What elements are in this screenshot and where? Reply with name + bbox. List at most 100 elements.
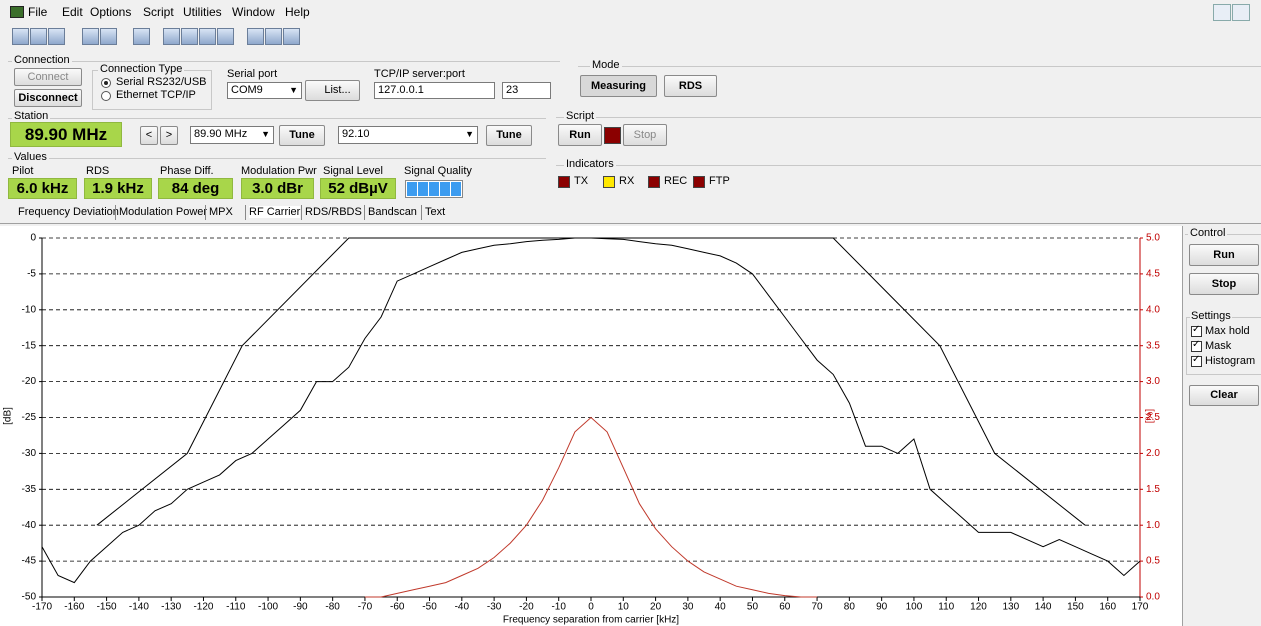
minimize[interactable] <box>1213 4 1231 21</box>
preset-select[interactable]: 89.90 MHz <box>190 126 274 144</box>
header-panel: File Edit Options Script Utilities Window Help… <box>0 0 1261 226</box>
tab[interactable]: Frequency Deviation <box>18 206 119 218</box>
x-tick-label: 0 <box>588 602 594 613</box>
tab[interactable]: Text <box>425 206 446 218</box>
indicator-lamp <box>603 176 615 188</box>
select-value: COM9 <box>231 84 263 96</box>
menu-item[interactable]: Window <box>232 5 275 19</box>
mode-button[interactable]: Measuring <box>580 75 657 97</box>
next-button[interactable]: > <box>160 126 178 145</box>
radio-label: Serial RS232/USB <box>116 76 207 88</box>
tab[interactable]: Bandscan <box>368 206 417 218</box>
toolbar-icon[interactable] <box>30 28 47 45</box>
value-label: Signal Level <box>323 165 383 177</box>
group-title: Values <box>12 151 49 163</box>
toolbar-icon[interactable] <box>217 28 234 45</box>
toolbar-icon[interactable] <box>100 28 117 45</box>
checkbox[interactable]: Histogram <box>1191 354 1256 367</box>
check-label: Mask <box>1205 340 1232 352</box>
value-label: Phase Diff. <box>160 165 214 177</box>
menu-item[interactable]: File <box>28 5 48 19</box>
port-input[interactable]: 23 <box>502 82 551 99</box>
check-label: Max hold <box>1205 325 1250 337</box>
control-panel: Control Run Stop Settings Max hold Mask Hi… <box>1182 226 1261 626</box>
toolbar-icon[interactable] <box>247 28 264 45</box>
manual-select[interactable]: 92.10 <box>338 126 478 144</box>
x-tick-label: -100 <box>258 602 278 613</box>
indicator-label: FTP <box>709 175 730 187</box>
y-tick-label: -40 <box>22 520 37 531</box>
x-tick-label: -60 <box>390 602 405 613</box>
x-tick-label: -130 <box>161 602 181 613</box>
toolbar-icon[interactable] <box>133 28 150 45</box>
tab-separator <box>364 205 365 220</box>
toolbar-icon[interactable] <box>163 28 180 45</box>
series-line <box>364 416 818 598</box>
x-tick-label: -30 <box>487 602 502 613</box>
tab[interactable]: MPX <box>209 206 233 218</box>
group-title: Indicators <box>564 158 616 170</box>
prev-button[interactable]: < <box>140 126 158 145</box>
toolbar-icon[interactable] <box>283 28 300 45</box>
x-tick-label: -110 <box>226 602 246 613</box>
label: Serial port <box>227 68 278 80</box>
radio[interactable] <box>101 78 111 88</box>
run-button[interactable]: Run <box>1189 244 1259 266</box>
y-tick-label: -15 <box>22 340 37 351</box>
tab-separator <box>301 205 302 220</box>
y-tick-label: -5 <box>27 269 36 280</box>
y2-tick-label: 1.5 <box>1146 484 1160 495</box>
check-label: Histogram <box>1205 355 1256 367</box>
run-button[interactable]: Run <box>558 124 602 146</box>
disconnect-button[interactable]: Disconnect <box>14 89 82 107</box>
x-tick-label: 100 <box>906 602 923 613</box>
group-title: Script <box>564 110 597 122</box>
tune-button[interactable]: Tune <box>279 125 325 146</box>
server-input[interactable]: 127.0.0.1 <box>374 82 495 99</box>
stop-button[interactable]: Stop <box>623 124 667 146</box>
check-box[interactable] <box>1191 324 1202 337</box>
check-box[interactable] <box>1191 354 1202 367</box>
y-tick-label: -10 <box>22 304 37 315</box>
toolbar-icon[interactable] <box>199 28 216 45</box>
toolbar-icon[interactable] <box>48 28 65 45</box>
toolbar-icon[interactable] <box>82 28 99 45</box>
x-tick-label: -150 <box>97 602 117 613</box>
list-button[interactable]: List... <box>305 80 360 101</box>
x-tick-label: 40 <box>715 602 727 613</box>
x-tick-label: 140 <box>1035 602 1052 613</box>
y2-tick-label: 0.5 <box>1146 556 1160 567</box>
toolbar-icon[interactable] <box>181 28 198 45</box>
menu-item[interactable]: Options <box>90 5 132 19</box>
x-tick-label: 170 <box>1132 602 1149 613</box>
fieldset-title: Settings <box>1190 310 1232 322</box>
tune-button[interactable]: Tune <box>486 125 532 146</box>
clear-button[interactable]: Clear <box>1189 385 1259 406</box>
tab-separator <box>205 205 206 220</box>
connect-button[interactable]: Connect <box>14 68 82 86</box>
toolbar-icon[interactable] <box>12 28 29 45</box>
x-tick-label: -140 <box>129 602 149 613</box>
tab-line <box>0 223 1261 224</box>
toolbar-icon[interactable] <box>265 28 282 45</box>
menu-item[interactable]: Edit <box>62 5 83 19</box>
menu-item[interactable]: Script <box>143 5 174 19</box>
x-tick-label: 80 <box>844 602 856 613</box>
menu-item[interactable]: Help <box>285 5 310 19</box>
maximize[interactable] <box>1232 4 1250 21</box>
value-label: Pilot <box>12 165 34 177</box>
stop-button[interactable]: Stop <box>1189 273 1259 295</box>
menu-item[interactable]: Utilities <box>183 5 222 19</box>
check-box[interactable] <box>1191 339 1202 352</box>
value-display: 3.0 dBr <box>241 178 314 199</box>
indicator-lamp <box>693 176 705 188</box>
mode-button[interactable]: RDS <box>664 75 717 97</box>
checkbox[interactable]: Mask <box>1191 339 1232 352</box>
indicator-label: REC <box>664 175 688 187</box>
checkbox[interactable]: Max hold <box>1191 324 1250 337</box>
radio[interactable] <box>101 91 111 101</box>
tab[interactable]: RF Carrier <box>249 206 301 218</box>
tab[interactable]: Modulation Power <box>119 206 208 218</box>
tab[interactable]: RDS/RBDS <box>305 206 362 218</box>
serial-select[interactable]: COM9 <box>227 82 302 99</box>
